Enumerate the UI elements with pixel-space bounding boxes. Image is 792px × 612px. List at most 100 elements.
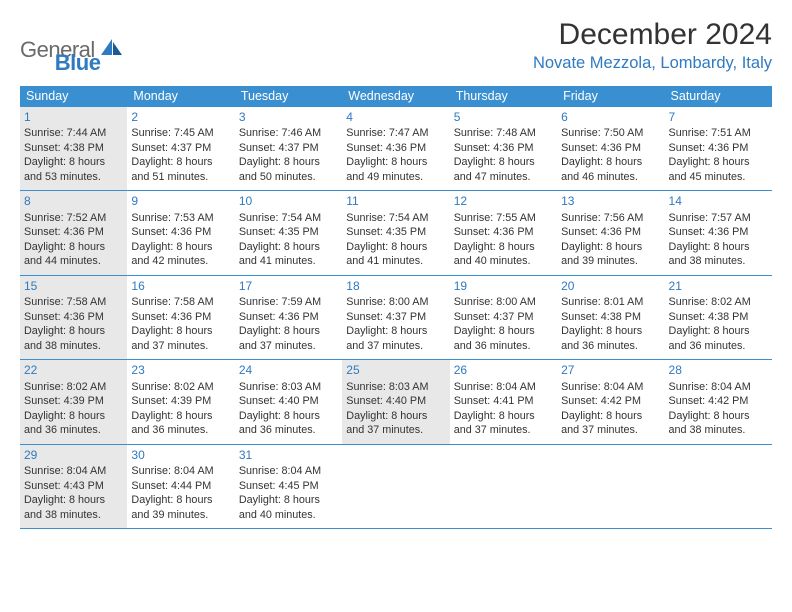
day-cell: 22 Sunrise: 8:02 AM Sunset: 4:39 PM Dayli… [20, 360, 127, 443]
logo: General Blue [20, 18, 100, 76]
day-number: 22 [24, 362, 123, 378]
day-cell: 12 Sunrise: 7:55 AM Sunset: 4:36 PM Dayli… [450, 191, 557, 274]
day-details: Sunrise: 8:04 AM Sunset: 4:44 PM Dayligh… [131, 464, 230, 522]
day-cell: 30Sunrise: 8:04 AM Sunset: 4:44 PM Dayli… [127, 445, 234, 528]
day-number: 3 [239, 109, 338, 125]
day-details: Sunrise: 7:59 AM Sunset: 4:36 PM Dayligh… [239, 295, 338, 353]
day-details: Sunrise: 7:56 AM Sunset: 4:36 PM Dayligh… [561, 211, 660, 269]
day-number: 24 [239, 362, 338, 378]
day-number: 15 [24, 278, 123, 294]
day-details: Sunrise: 8:01 AM Sunset: 4:38 PM Dayligh… [561, 295, 660, 353]
day-number: 16 [131, 278, 230, 294]
day-cell: 8Sunrise: 7:52 AM Sunset: 4:36 PM Daylig… [20, 191, 127, 274]
week-row: 22 Sunrise: 8:02 AM Sunset: 4:39 PM Dayli… [20, 360, 772, 444]
day-header: Saturday [665, 86, 772, 107]
week-row: 1Sunrise: 7:44 AM Sunset: 4:38 PM Daylig… [20, 107, 772, 191]
day-number: 30 [131, 447, 230, 463]
day-header: Wednesday [342, 86, 449, 107]
day-cell: 25 Sunrise: 8:03 AM Sunset: 4:40 PM Dayli… [342, 360, 449, 443]
week-row: 29Sunrise: 8:04 AM Sunset: 4:43 PM Dayli… [20, 445, 772, 529]
day-details: Sunrise: 7:48 AM Sunset: 4:36 PM Dayligh… [454, 126, 553, 184]
day-cell: 3Sunrise: 7:46 AM Sunset: 4:37 PM Daylig… [235, 107, 342, 190]
day-details: Sunrise: 8:04 AM Sunset: 4:42 PM Dayligh… [669, 380, 768, 438]
day-details: Sunrise: 7:47 AM Sunset: 4:36 PM Dayligh… [346, 126, 445, 184]
day-cell: 29Sunrise: 8:04 AM Sunset: 4:43 PM Dayli… [20, 445, 127, 528]
day-number: 28 [669, 362, 768, 378]
day-header: Thursday [450, 86, 557, 107]
day-number: 12 [454, 193, 553, 209]
day-cell: 16Sunrise: 7:58 AM Sunset: 4:36 PM Dayli… [127, 276, 234, 359]
day-number: 20 [561, 278, 660, 294]
day-details: Sunrise: 7:53 AM Sunset: 4:36 PM Dayligh… [131, 211, 230, 269]
location-subtitle: Novate Mezzola, Lombardy, Italy [533, 54, 772, 73]
day-details: Sunrise: 7:52 AM Sunset: 4:36 PM Dayligh… [24, 211, 123, 269]
day-number: 10 [239, 193, 338, 209]
day-cell: 17Sunrise: 7:59 AM Sunset: 4:36 PM Dayli… [235, 276, 342, 359]
day-cell: 14 Sunrise: 7:57 AM Sunset: 4:36 PM Dayli… [665, 191, 772, 274]
day-cell: 24 Sunrise: 8:03 AM Sunset: 4:40 PM Dayli… [235, 360, 342, 443]
day-details: Sunrise: 8:00 AM Sunset: 4:37 PM Dayligh… [454, 295, 553, 353]
day-cell: 5Sunrise: 7:48 AM Sunset: 4:36 PM Daylig… [450, 107, 557, 190]
day-header: Tuesday [235, 86, 342, 107]
day-number: 17 [239, 278, 338, 294]
day-details: Sunrise: 7:55 AM Sunset: 4:36 PM Dayligh… [454, 211, 553, 269]
day-cell: 1Sunrise: 7:44 AM Sunset: 4:38 PM Daylig… [20, 107, 127, 190]
day-number: 11 [346, 193, 445, 209]
day-number: 21 [669, 278, 768, 294]
day-details: Sunrise: 7:45 AM Sunset: 4:37 PM Dayligh… [131, 126, 230, 184]
page-title: December 2024 [533, 18, 772, 52]
day-header-row: SundayMondayTuesdayWednesdayThursdayFrid… [20, 86, 772, 107]
day-details: Sunrise: 8:02 AM Sunset: 4:39 PM Dayligh… [24, 380, 123, 438]
day-cell: 4Sunrise: 7:47 AM Sunset: 4:36 PM Daylig… [342, 107, 449, 190]
day-cell [557, 445, 664, 528]
day-number: 7 [669, 109, 768, 125]
day-details: Sunrise: 8:03 AM Sunset: 4:40 PM Dayligh… [346, 380, 445, 438]
day-cell [665, 445, 772, 528]
calendar-table: SundayMondayTuesdayWednesdayThursdayFrid… [20, 86, 772, 529]
day-details: Sunrise: 7:46 AM Sunset: 4:37 PM Dayligh… [239, 126, 338, 184]
day-number: 9 [131, 193, 230, 209]
day-header: Monday [127, 86, 234, 107]
day-cell: 15Sunrise: 7:58 AM Sunset: 4:36 PM Dayli… [20, 276, 127, 359]
day-cell: 21Sunrise: 8:02 AM Sunset: 4:38 PM Dayli… [665, 276, 772, 359]
day-cell: 26 Sunrise: 8:04 AM Sunset: 4:41 PM Dayli… [450, 360, 557, 443]
day-number: 6 [561, 109, 660, 125]
day-cell: 27Sunrise: 8:04 AM Sunset: 4:42 PM Dayli… [557, 360, 664, 443]
day-number: 1 [24, 109, 123, 125]
day-details: Sunrise: 7:58 AM Sunset: 4:36 PM Dayligh… [24, 295, 123, 353]
day-number: 29 [24, 447, 123, 463]
day-number: 25 [346, 362, 445, 378]
day-details: Sunrise: 7:51 AM Sunset: 4:36 PM Dayligh… [669, 126, 768, 184]
header: General Blue December 2024 Novate Mezzol… [20, 18, 772, 76]
title-block: December 2024 Novate Mezzola, Lombardy, … [533, 18, 772, 73]
day-number: 27 [561, 362, 660, 378]
week-row: 8Sunrise: 7:52 AM Sunset: 4:36 PM Daylig… [20, 191, 772, 275]
day-number: 14 [669, 193, 768, 209]
week-row: 15Sunrise: 7:58 AM Sunset: 4:36 PM Dayli… [20, 276, 772, 360]
day-cell: 6Sunrise: 7:50 AM Sunset: 4:36 PM Daylig… [557, 107, 664, 190]
logo-sail-icon [101, 39, 123, 62]
day-cell: 2Sunrise: 7:45 AM Sunset: 4:37 PM Daylig… [127, 107, 234, 190]
day-number: 23 [131, 362, 230, 378]
day-details: Sunrise: 7:54 AM Sunset: 4:35 PM Dayligh… [346, 211, 445, 269]
day-cell [342, 445, 449, 528]
day-details: Sunrise: 7:54 AM Sunset: 4:35 PM Dayligh… [239, 211, 338, 269]
day-number: 26 [454, 362, 553, 378]
day-header: Friday [557, 86, 664, 107]
day-cell: 13Sunrise: 7:56 AM Sunset: 4:36 PM Dayli… [557, 191, 664, 274]
logo-text-2: Blue [55, 50, 101, 75]
day-number: 19 [454, 278, 553, 294]
day-details: Sunrise: 8:02 AM Sunset: 4:38 PM Dayligh… [669, 295, 768, 353]
day-cell: 23 Sunrise: 8:02 AM Sunset: 4:39 PM Dayli… [127, 360, 234, 443]
day-cell [450, 445, 557, 528]
day-details: Sunrise: 8:03 AM Sunset: 4:40 PM Dayligh… [239, 380, 338, 438]
day-header: Sunday [20, 86, 127, 107]
day-cell: 20Sunrise: 8:01 AM Sunset: 4:38 PM Dayli… [557, 276, 664, 359]
day-cell: 18Sunrise: 8:00 AM Sunset: 4:37 PM Dayli… [342, 276, 449, 359]
day-cell: 11 Sunrise: 7:54 AM Sunset: 4:35 PM Dayli… [342, 191, 449, 274]
day-details: Sunrise: 8:04 AM Sunset: 4:41 PM Dayligh… [454, 380, 553, 438]
day-details: Sunrise: 7:57 AM Sunset: 4:36 PM Dayligh… [669, 211, 768, 269]
day-number: 4 [346, 109, 445, 125]
day-cell: 19Sunrise: 8:00 AM Sunset: 4:37 PM Dayli… [450, 276, 557, 359]
day-details: Sunrise: 8:02 AM Sunset: 4:39 PM Dayligh… [131, 380, 230, 438]
